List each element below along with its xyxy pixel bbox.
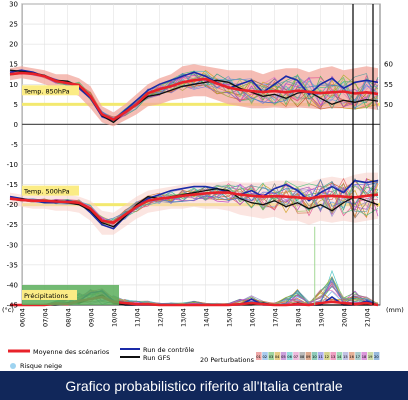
legend-perturbation-number: 01 xyxy=(256,355,261,359)
y-tick-label-left: -10 xyxy=(7,161,18,169)
left-unit-label: (°c) xyxy=(2,306,14,314)
legend-perturbation-number: 12 xyxy=(325,355,330,359)
caption-bar: Grafico probabilistico riferito all'Ital… xyxy=(0,371,408,400)
legend-snow-label: Risque neige xyxy=(20,362,62,370)
y-tick-label-right: 50 xyxy=(384,101,393,109)
legend-perturbation-number: 06 xyxy=(287,355,292,359)
y-tick-label-left: -30 xyxy=(7,241,18,249)
x-tick-label: 16/04 xyxy=(249,308,257,327)
legend-perturbation-number: 19 xyxy=(368,355,373,359)
legend-perturbation-swatch xyxy=(299,352,305,360)
y-tick-label-left: 10 xyxy=(9,81,18,89)
legend-perturbation-number: 07 xyxy=(294,355,299,359)
legend-perturbation-swatch xyxy=(373,352,380,360)
x-tick-label: 17/04 xyxy=(272,308,280,327)
chart-svg: Temp. 850hPa Temp. 500hPa Précipitations 30… xyxy=(2,1,404,371)
precip-label-bg xyxy=(22,289,77,300)
ensemble-mean-line xyxy=(9,71,379,122)
legend-perturbation-swatch xyxy=(367,352,374,360)
legend-perturbation-swatch xyxy=(311,352,318,360)
legend-perturbation-swatch xyxy=(280,352,287,360)
x-tick-label: 06/04 xyxy=(19,308,27,327)
panel-label: Précipitations xyxy=(24,292,69,300)
legend-perturbation-swatch xyxy=(293,352,299,360)
y-tick-label-left: 15 xyxy=(9,61,18,69)
legend-perturbation-number: 03 xyxy=(269,355,274,359)
legend-perturbation-swatch xyxy=(324,352,330,360)
legend-perturbation-number: 16 xyxy=(349,355,354,359)
y-tick-label-left: -45 xyxy=(7,302,18,310)
legend-perturbation-swatch xyxy=(361,352,367,360)
y-tick-label-left: 5 xyxy=(14,101,18,109)
legend-perturbation-swatch xyxy=(336,352,343,360)
x-tick-label: 20/04 xyxy=(341,308,349,327)
legend-perturbation-swatch xyxy=(262,352,268,360)
legend-perturbation-number: 09 xyxy=(306,355,311,359)
legend-perturbation-swatch xyxy=(287,352,293,360)
y-tick-label-left: 20 xyxy=(9,41,18,49)
legend-perturbation-number: 05 xyxy=(281,355,286,359)
y-tick-label-left: 30 xyxy=(9,1,18,9)
x-tick-label: 10/04 xyxy=(111,308,119,327)
legend-perturbation-number: 20 xyxy=(374,355,379,359)
y-tick-label-left: -25 xyxy=(7,221,18,229)
legend-perturbation-number: 17 xyxy=(356,355,361,359)
y-tick-label-left: -35 xyxy=(7,261,18,269)
reference-band xyxy=(22,102,380,106)
y-tick-label-left: -5 xyxy=(11,141,18,149)
caption-text: Grafico probabilistico riferito all'Ital… xyxy=(65,377,343,394)
x-tick-label: 19/04 xyxy=(318,308,326,327)
legend-perturbation-number: 08 xyxy=(300,355,305,359)
legend-perturbation-swatch xyxy=(355,352,361,360)
legend-snow-swatch xyxy=(10,363,16,369)
legend-gfs-label: Run GFS xyxy=(143,354,170,362)
x-tick-label: 09/04 xyxy=(88,308,96,327)
y-tick-label-left: 25 xyxy=(9,21,18,29)
right-unit-label: (mm) xyxy=(386,306,404,314)
y-tick-label-left: 0 xyxy=(14,121,18,129)
legend-perturbation-swatch xyxy=(305,352,312,360)
x-tick-label: 18/04 xyxy=(295,308,303,327)
legend-perturbation-number: 11 xyxy=(318,355,323,359)
x-tick-label: 15/04 xyxy=(226,308,234,327)
x-tick-label: 13/04 xyxy=(180,308,188,327)
y-tick-label-left: -15 xyxy=(7,181,18,189)
y-tick-label-left: -40 xyxy=(7,281,18,289)
legend-perturbation-number: 04 xyxy=(275,355,280,359)
y-tick-label-left: -20 xyxy=(7,201,18,209)
legend-perturbation-swatch xyxy=(318,352,324,360)
x-tick-label: 14/04 xyxy=(203,308,211,327)
legend-perturbation-number: 18 xyxy=(362,355,367,359)
panel-label-box xyxy=(22,185,79,196)
x-tick-label: 12/04 xyxy=(157,308,165,327)
x-tick-label: 11/04 xyxy=(134,308,142,327)
ensemble-mean-line xyxy=(9,191,379,225)
y-tick-label-right: 55 xyxy=(384,81,393,89)
x-tick-label: 21/04 xyxy=(364,308,372,327)
legend-perturbation-swatch xyxy=(268,352,274,360)
legend-perturbations-label: 20 Perturbations xyxy=(200,356,255,364)
legend-perturbation-number: 15 xyxy=(343,355,348,359)
x-tick-label: 07/04 xyxy=(42,308,50,327)
panel-label-box xyxy=(22,85,79,96)
plot-area xyxy=(21,3,381,306)
legend-perturbation-number: 02 xyxy=(263,355,268,359)
legend-perturbation-number: 13 xyxy=(331,355,336,359)
legend-perturbation-swatch xyxy=(330,352,336,360)
legend-perturbation-swatch xyxy=(256,352,262,360)
panel-label: Temp. 500hPa xyxy=(23,188,70,196)
panel-label: Temp. 850hPa xyxy=(23,87,70,95)
range-envelope xyxy=(10,64,378,127)
legend-control-label: Run de contrôle xyxy=(143,346,194,354)
legend-perturbation-number: 10 xyxy=(312,355,317,359)
legend-perturbation-swatch xyxy=(349,352,355,360)
x-tick-label: 08/04 xyxy=(65,308,73,327)
y-tick-label-right: 60 xyxy=(384,61,393,69)
legend-perturbation-number: 14 xyxy=(337,355,342,359)
legend-perturbation-swatch xyxy=(274,352,281,360)
legend-mean-label: Moyenne des scénarios xyxy=(33,348,110,356)
legend-perturbation-swatch xyxy=(342,352,349,360)
